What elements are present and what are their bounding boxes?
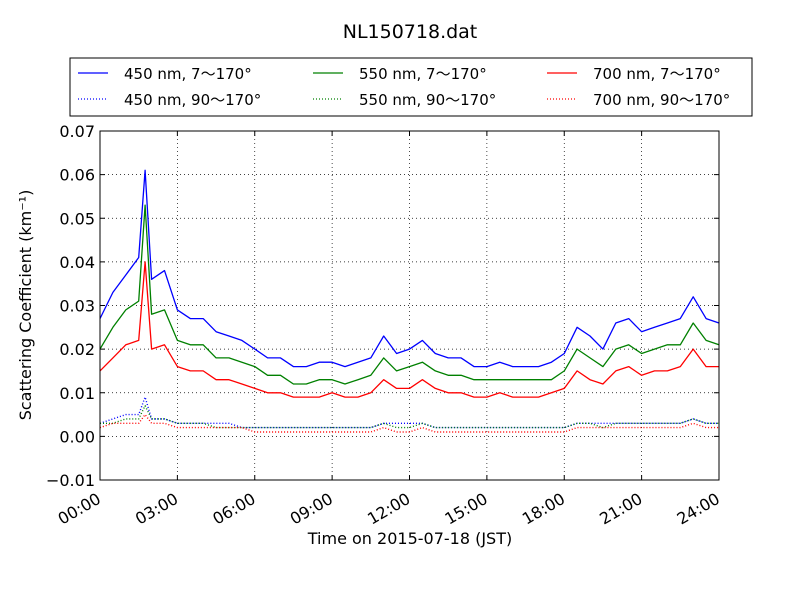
x-tick-label: 09:00 [287,489,336,529]
x-tick-label: 15:00 [441,489,490,529]
y-tick-label: 0.01 [59,384,95,403]
plot-area [100,131,719,480]
legend-box [69,57,753,117]
x-axis-label: Time on 2015-07-18 (JST) [307,529,512,548]
legend: 450 nm, 7～170° 450 nm, 90～170° 550 nm, 7～1… [69,57,753,117]
chart-title: NL150718.dat [343,21,478,43]
y-tick-label: 0.02 [59,340,95,359]
y-tick-label: 0.05 [59,209,95,228]
legend-label: 450 nm, 90～170° [124,91,261,109]
x-tick-label: 03:00 [132,489,181,529]
legend-label: 450 nm, 7～170° [124,65,252,83]
series-line [99,413,719,433]
series-group [99,169,720,433]
series-line [99,169,720,368]
series-line [99,261,719,398]
x-tick-label: 21:00 [596,489,645,529]
x-tick-label: 18:00 [519,489,568,529]
y-tick-label: −0.01 [46,471,95,490]
legend-label: 550 nm, 90～170° [359,91,496,109]
series-line [99,396,719,429]
legend-label: 550 nm, 7～170° [359,65,487,83]
series-line [99,204,720,385]
x-tick-label: 24:00 [674,489,723,529]
y-tick-label: 0.00 [59,427,95,446]
legend-label: 700 nm, 7～170° [593,65,721,83]
legend-label: 700 nm, 90～170° [593,91,730,109]
y-tick-label: 0.07 [59,122,95,141]
x-tick-label: 12:00 [364,489,413,529]
y-tick-label: 0.06 [59,166,95,185]
y-axis: −0.01 0.00 0.01 0.02 0.03 0.04 0.05 0.06 0.07 [46,122,719,490]
y-tick-label: 0.04 [59,253,95,272]
y-tick-label: 0.03 [59,297,95,316]
y-axis-label: Scattering Coefficient (km⁻¹) [16,190,35,421]
x-tick-label: 06:00 [209,489,258,529]
x-tick-label: 00:00 [55,489,104,529]
